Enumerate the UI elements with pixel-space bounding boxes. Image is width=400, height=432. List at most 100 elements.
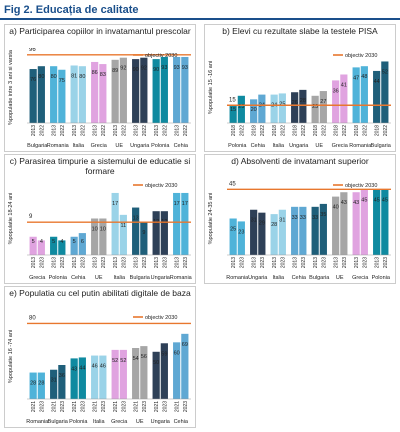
x-year-label: 2022 [342, 125, 348, 136]
bar [160, 343, 168, 399]
data-label: 80 [79, 74, 85, 80]
x-year-label: 2022 [39, 125, 45, 136]
bar [70, 358, 78, 399]
bar [352, 67, 360, 123]
x-tick-label: Grecia [332, 143, 349, 149]
x-tick-label: Romania [349, 143, 372, 149]
x-tick-label: Bulgaria [27, 143, 48, 149]
x-year-label: 2022 [162, 125, 168, 136]
chart-panel: b) Elevi cu rezultate slabe la testele P… [204, 24, 396, 152]
data-label: 93 [182, 65, 188, 71]
data-label: 36 [59, 373, 65, 379]
bar [291, 206, 299, 255]
x-year-label: 2022 [80, 125, 86, 136]
data-label: 31 [251, 218, 257, 224]
chart: %populatie 16 -74 ani 28 2021 28 2023 Romania… [8, 315, 191, 425]
bar [340, 192, 348, 255]
bar [99, 355, 107, 399]
x-tick-label: Ungaria [151, 275, 171, 281]
y-axis-label: %populatie 16 -74 ani [8, 330, 14, 383]
legend-label: objectiv 2030 [145, 183, 177, 189]
bar [319, 91, 327, 123]
x-year-label: 2021 [72, 401, 78, 412]
x-year-label: 2023 [362, 257, 368, 268]
x-tick-label: Cehia [251, 143, 266, 149]
data-label: 4 [40, 239, 43, 245]
bar [381, 61, 389, 123]
y-axis-label: %populatie 24-35 ani [208, 193, 214, 245]
x-year-label: 2021 [31, 401, 37, 412]
chart: %populatie 24-35 ani 25 2013 23 2023 Romania 3… [208, 181, 391, 281]
bar [70, 236, 78, 255]
bar [140, 222, 148, 255]
bar [270, 214, 278, 255]
x-year-label: 2022 [280, 125, 286, 136]
x-year-label: 2018 [313, 125, 319, 136]
data-label: 93 [161, 65, 167, 71]
data-label: 56 [141, 354, 147, 360]
data-label: 11 [120, 223, 126, 229]
data-label: 60 [174, 350, 180, 356]
bar [360, 66, 368, 123]
x-tick-label: Ungaria [151, 419, 171, 425]
x-year-label: 2023 [80, 257, 86, 268]
bar [332, 80, 340, 123]
data-label: 90 [133, 67, 139, 73]
x-tick-label: Italia [93, 419, 106, 425]
data-label: 10 [100, 227, 106, 233]
x-year-label: 2022 [362, 125, 368, 136]
x-year-label: 2021 [52, 401, 58, 412]
x-tick-label: Cehia [174, 143, 189, 149]
x-tick-label: Romania [226, 275, 249, 281]
x-year-label: 2013 [31, 257, 37, 268]
x-year-label: 2013 [231, 257, 237, 268]
bar [373, 70, 381, 123]
y-axis-label: %populatie 18-24 ani [8, 193, 14, 245]
bar [229, 105, 237, 123]
figure-title: Fig 2. Educația de calitate [0, 0, 400, 20]
x-year-label: 2013 [52, 125, 58, 136]
x-year-label: 2013 [113, 125, 119, 136]
data-label: 5 [52, 239, 55, 245]
y-axis-label: %populatie intre 3 ani si varsta [8, 49, 14, 125]
data-label: 52 [120, 358, 126, 364]
bar [173, 192, 181, 255]
data-label: 23 [312, 104, 318, 110]
x-tick-label: Grecia [111, 419, 128, 425]
bar [250, 99, 258, 123]
bar [160, 56, 168, 123]
x-tick-label: Ungaria [130, 143, 150, 149]
x-year-label: 2022 [142, 125, 148, 136]
x-year-label: 2023 [301, 257, 307, 268]
bar [91, 355, 99, 399]
x-year-label: 2023 [183, 257, 189, 268]
x-year-label: 2022 [260, 125, 266, 136]
data-label: 75 [59, 78, 65, 84]
bar [360, 189, 368, 255]
x-tick-label: Romania [170, 275, 193, 281]
data-label: 86 [92, 70, 98, 76]
x-tick-label: Grecia [91, 143, 108, 149]
data-label: 80 [38, 74, 44, 80]
data-label: 13 [133, 216, 139, 222]
data-label: 23 [238, 229, 244, 235]
legend-label: objectiv 2030 [145, 53, 177, 59]
data-label: 23 [238, 104, 244, 110]
y-axis-label: %populatie 15 -16 ani [208, 61, 214, 114]
legend-label: objectiv 2030 [345, 183, 377, 189]
x-year-label: 2023 [142, 257, 148, 268]
x-year-label: 2013 [313, 257, 319, 268]
x-tick-label: Bulgaria [371, 143, 392, 149]
chart-title: b) Elevi cu rezultate slabe la testele P… [222, 26, 378, 36]
x-year-label: 2018 [272, 125, 278, 136]
x-year-label: 2023 [121, 401, 127, 412]
data-label: 4 [60, 239, 63, 245]
x-year-label: 2023 [342, 257, 348, 268]
x-tick-label: Ungaria [289, 143, 309, 149]
bar [37, 372, 45, 399]
data-label: 28 [38, 381, 44, 387]
bar [173, 56, 181, 123]
x-year-label: 2021 [93, 401, 99, 412]
bar [111, 59, 119, 123]
